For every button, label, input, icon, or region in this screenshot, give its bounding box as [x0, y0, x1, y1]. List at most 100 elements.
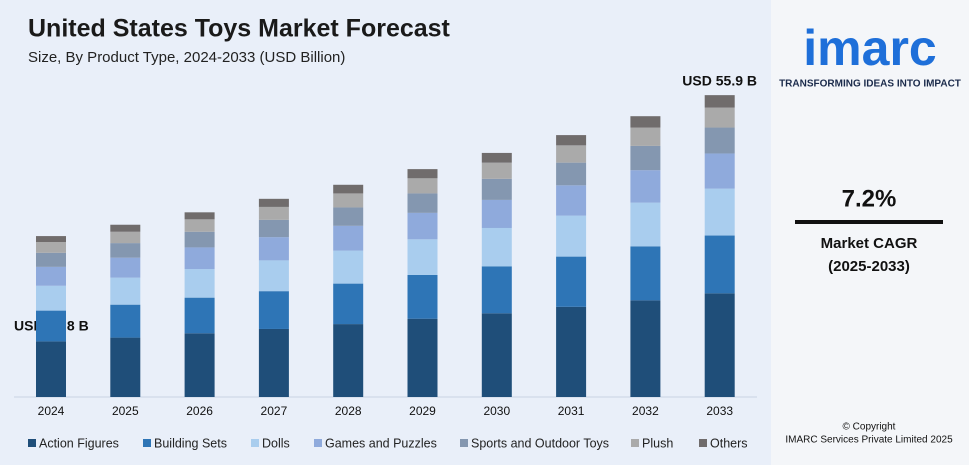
- bar-segment: [333, 207, 364, 226]
- bar-segment: [36, 285, 66, 311]
- bar-segment: [184, 297, 215, 334]
- bar-segment: [333, 283, 364, 325]
- cagr-label: Market CAGR: [821, 235, 918, 252]
- bar-segment: [36, 310, 66, 342]
- cagr-period: (2025-2033): [828, 258, 910, 275]
- bar-segment: [258, 260, 289, 292]
- bar-segment: [556, 306, 587, 397]
- legend-swatch: [28, 439, 36, 447]
- bar-segment: [184, 231, 215, 248]
- x-tick-label: 2024: [38, 404, 65, 418]
- bar-segment: [630, 145, 661, 171]
- bar-segment: [630, 246, 661, 301]
- bar-segment: [704, 188, 735, 236]
- legend-swatch: [251, 439, 259, 447]
- legend-swatch: [143, 439, 151, 447]
- x-tick-label: 2033: [706, 404, 733, 418]
- bar-segment: [704, 293, 735, 397]
- bar-segment: [481, 266, 512, 314]
- bar-segment: [704, 95, 735, 108]
- bar-segment: [333, 184, 364, 194]
- tagline: TRANSFORMING IDEAS INTO IMPACT: [779, 79, 961, 90]
- bar-segment: [407, 178, 438, 194]
- bar-segment: [630, 170, 661, 203]
- bar-segment: [407, 239, 438, 275]
- bar-segment: [110, 224, 141, 232]
- bar-segment: [36, 341, 66, 397]
- legend-swatch: [460, 439, 468, 447]
- bar-segment: [704, 153, 735, 189]
- bar-segment: [630, 202, 661, 247]
- bar-segment: [481, 152, 512, 163]
- bar-segment: [184, 247, 215, 270]
- x-tick-label: 2031: [558, 404, 585, 418]
- bar-segment: [258, 237, 289, 261]
- bar-segment: [184, 219, 215, 232]
- bar-segment: [630, 127, 661, 146]
- bar-segment: [258, 198, 289, 207]
- legend-label: Building Sets: [154, 436, 227, 450]
- bar-segment: [110, 304, 141, 338]
- chart-title: United States Toys Market Forecast: [28, 15, 451, 43]
- legend-label: Action Figures: [39, 436, 119, 450]
- bar-segment: [481, 162, 512, 179]
- bar-segment: [407, 318, 438, 397]
- bar-segment: [556, 215, 587, 257]
- bar-segment: [704, 127, 735, 154]
- divider: [795, 220, 943, 224]
- bar-segment: [110, 231, 141, 244]
- bar-segment: [333, 250, 364, 284]
- bar-segment: [110, 277, 141, 305]
- legend-label: Sports and Outdoor Toys: [471, 436, 609, 450]
- bar-segment: [36, 242, 66, 253]
- bar-segment: [333, 193, 364, 208]
- bar-segment: [704, 235, 735, 294]
- chart-subtitle: Size, By Product Type, 2024-2033 (USD Bi…: [28, 49, 345, 66]
- bar-segment: [110, 243, 141, 258]
- bar-segment: [333, 225, 364, 251]
- bar-segment: [258, 328, 289, 397]
- bar-segment: [333, 324, 364, 397]
- bar-segment: [481, 227, 512, 267]
- bar-segment: [258, 219, 289, 238]
- x-tick-label: 2030: [483, 404, 510, 418]
- bar-segment: [630, 300, 661, 397]
- legend-swatch: [631, 439, 639, 447]
- bar-segment: [258, 206, 289, 220]
- annotation: USD 55.9 B: [682, 73, 757, 89]
- bar-segment: [184, 212, 215, 220]
- bar-segment: [556, 185, 587, 216]
- bar-segment: [36, 236, 66, 243]
- logo: imarc: [803, 20, 936, 76]
- bar-segment: [481, 199, 512, 228]
- company: IMARC Services Private Limited 2025: [785, 435, 953, 446]
- cagr-value: 7.2%: [842, 185, 897, 212]
- bar-segment: [630, 116, 661, 128]
- bar-segment: [704, 107, 735, 128]
- bar-segment: [556, 162, 587, 186]
- legend-swatch: [314, 439, 322, 447]
- bar-segment: [110, 257, 141, 278]
- bar-segment: [407, 193, 438, 213]
- copyright: © Copyright: [843, 422, 896, 433]
- x-tick-label: 2032: [632, 404, 659, 418]
- legend-swatch: [699, 439, 707, 447]
- bar-segment: [184, 333, 215, 397]
- x-tick-label: 2028: [335, 404, 362, 418]
- x-tick-label: 2027: [261, 404, 288, 418]
- legend-label: Games and Puzzles: [325, 436, 437, 450]
- bar-segment: [407, 274, 438, 319]
- x-tick-label: 2025: [112, 404, 139, 418]
- bar-segment: [36, 252, 66, 267]
- legend-label: Dolls: [262, 436, 290, 450]
- legend-label: Plush: [642, 436, 673, 450]
- legend-label: Others: [710, 436, 748, 450]
- bar-segment: [407, 169, 438, 179]
- bar-segment: [184, 269, 215, 298]
- bar-segment: [556, 145, 587, 163]
- bar-segment: [258, 291, 289, 329]
- bar-segment: [36, 266, 66, 286]
- x-tick-label: 2026: [186, 404, 213, 418]
- bar-segment: [481, 178, 512, 200]
